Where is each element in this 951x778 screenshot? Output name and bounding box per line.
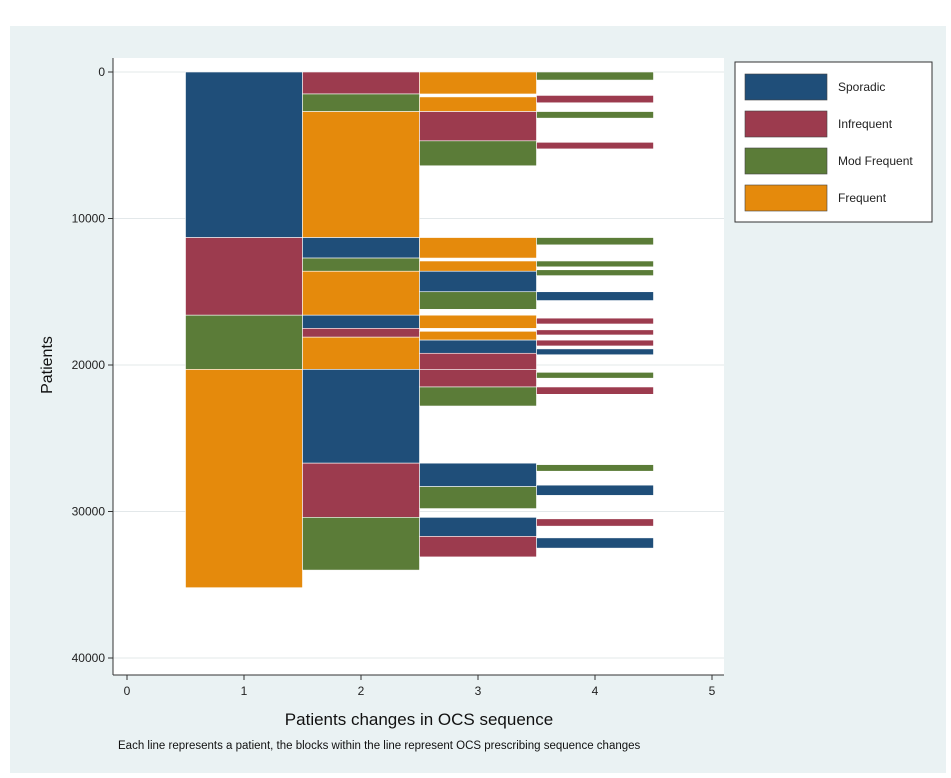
block-step3-sporadic-26: [419, 339, 537, 354]
block-step2-frequent-9: [302, 270, 420, 316]
legend-swatch-mod-frequent: [744, 147, 828, 175]
block-step2-sporadic-7: [302, 237, 420, 259]
block-step4-mod-frequent-46: [536, 372, 654, 379]
block-step3-sporadic-22: [419, 270, 537, 293]
block-step4-mod-frequent-48: [536, 464, 654, 472]
x-tick-labels: 0 1 2 3 4 5: [124, 684, 716, 698]
block-step4-mod-frequent-40: [536, 269, 654, 276]
legend-label-mod-frequent: Mod Frequent: [838, 154, 913, 168]
block-step4-infrequent-42: [536, 317, 654, 325]
block-step4-sporadic-45: [536, 348, 654, 356]
block-step3-frequent-16: [419, 71, 537, 95]
legend-swatch-sporadic: [744, 73, 828, 101]
block-step1-infrequent-1: [185, 237, 303, 316]
block-step3-frequent-17: [419, 96, 537, 112]
block-step4-sporadic-41: [536, 291, 654, 301]
y-tick-label-0: 0: [98, 65, 105, 79]
x-tick-label-2: 2: [358, 684, 365, 698]
block-step3-infrequent-27: [419, 352, 537, 370]
block-step4-infrequent-50: [536, 518, 654, 527]
block-step3-mod-frequent-23: [419, 291, 537, 310]
y-tick-label-1: 10000: [72, 212, 106, 226]
y-tick-labels: 0 10000 20000 30000 40000: [72, 65, 106, 665]
block-step4-infrequent-47: [536, 386, 654, 395]
x-axis-title: Patients changes in OCS sequence: [285, 710, 553, 729]
y-tick-label-2: 20000: [72, 358, 106, 372]
legend-label-infrequent: Infrequent: [838, 117, 893, 131]
block-step2-frequent-6: [302, 111, 420, 238]
block-step3-mod-frequent-31: [419, 486, 537, 509]
legend-label-sporadic: Sporadic: [838, 80, 885, 94]
block-step2-infrequent-4: [302, 71, 420, 95]
x-tick-label-3: 3: [475, 684, 482, 698]
legend-swatch-frequent: [744, 184, 828, 212]
block-step1-sporadic-0: [185, 71, 303, 238]
figure-caption: Each line represents a patient, the bloc…: [118, 740, 641, 752]
x-tick-label-4: 4: [592, 684, 599, 698]
y-axis-title: Patients: [39, 336, 56, 394]
block-step2-mod-frequent-8: [302, 257, 420, 272]
block-step4-infrequent-44: [536, 339, 654, 347]
block-step2-mod-frequent-5: [302, 93, 420, 112]
block-step3-sporadic-32: [419, 517, 537, 537]
block-step4-infrequent-35: [536, 95, 654, 104]
legend-label-frequent: Frequent: [838, 191, 887, 205]
block-step4-mod-frequent-34: [536, 71, 654, 81]
block-step2-sporadic-13: [302, 369, 420, 464]
block-step4-mod-frequent-36: [536, 111, 654, 119]
block-step3-mod-frequent-19: [419, 140, 537, 167]
x-tick-label-5: 5: [709, 684, 716, 698]
block-step4-sporadic-49: [536, 484, 654, 496]
block-step2-infrequent-11: [302, 328, 420, 338]
x-tick-label-1: 1: [241, 684, 248, 698]
block-step2-frequent-12: [302, 336, 420, 370]
block-step4-mod-frequent-39: [536, 260, 654, 268]
block-step3-frequent-24: [419, 314, 537, 329]
block-step4-sporadic-51: [536, 537, 654, 549]
block-step2-sporadic-10: [302, 314, 420, 329]
y-tick-label-4: 40000: [72, 651, 106, 665]
block-step3-infrequent-18: [419, 111, 537, 142]
block-step3-sporadic-30: [419, 462, 537, 487]
block-step4-mod-frequent-38: [536, 237, 654, 246]
block-step2-infrequent-14: [302, 462, 420, 518]
axes: [108, 58, 724, 680]
x-tick-label-0: 0: [124, 684, 131, 698]
sequence-blocks: [185, 71, 654, 588]
block-step4-infrequent-43: [536, 329, 654, 336]
legend: Sporadic Infrequent Mod Frequent Frequent: [734, 61, 933, 223]
block-step3-frequent-21: [419, 260, 537, 272]
block-step3-frequent-20: [419, 237, 537, 259]
block-step3-infrequent-33: [419, 536, 537, 558]
block-step1-mod-frequent-2: [185, 314, 303, 370]
block-step4-infrequent-37: [536, 142, 654, 150]
y-tick-label-3: 30000: [72, 505, 106, 519]
block-step3-mod-frequent-29: [419, 386, 537, 407]
block-step1-frequent-3: [185, 369, 303, 588]
block-step3-frequent-25: [419, 331, 537, 341]
block-step2-mod-frequent-15: [302, 517, 420, 571]
legend-swatch-infrequent: [744, 110, 828, 138]
block-step3-infrequent-28: [419, 369, 537, 388]
